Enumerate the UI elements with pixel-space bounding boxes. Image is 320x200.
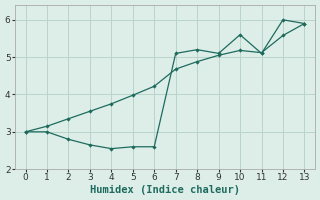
X-axis label: Humidex (Indice chaleur): Humidex (Indice chaleur)	[90, 185, 240, 195]
